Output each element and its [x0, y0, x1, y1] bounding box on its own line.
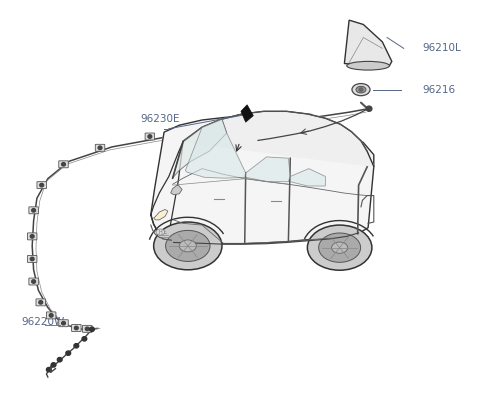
Polygon shape: [344, 20, 392, 66]
Circle shape: [66, 351, 71, 355]
Circle shape: [252, 122, 256, 125]
Text: 96220W: 96220W: [22, 317, 65, 327]
Circle shape: [30, 234, 34, 238]
Circle shape: [82, 337, 87, 341]
Circle shape: [359, 88, 363, 92]
Circle shape: [148, 135, 152, 138]
Circle shape: [74, 326, 78, 330]
Polygon shape: [173, 119, 227, 178]
Circle shape: [49, 313, 53, 317]
Circle shape: [40, 183, 44, 187]
FancyBboxPatch shape: [27, 233, 37, 240]
Text: H: H: [158, 230, 162, 234]
Ellipse shape: [352, 83, 370, 96]
FancyBboxPatch shape: [59, 320, 68, 327]
FancyBboxPatch shape: [301, 114, 311, 121]
FancyBboxPatch shape: [29, 207, 38, 214]
Ellipse shape: [347, 62, 389, 70]
FancyBboxPatch shape: [83, 325, 92, 333]
Circle shape: [39, 301, 43, 304]
Circle shape: [366, 106, 372, 111]
Polygon shape: [185, 119, 246, 178]
FancyBboxPatch shape: [96, 144, 105, 151]
Circle shape: [47, 367, 51, 372]
FancyBboxPatch shape: [72, 324, 81, 331]
Polygon shape: [290, 168, 325, 186]
Circle shape: [90, 327, 95, 331]
FancyBboxPatch shape: [29, 278, 38, 285]
FancyBboxPatch shape: [197, 126, 207, 134]
Polygon shape: [246, 157, 290, 182]
Circle shape: [61, 322, 65, 325]
Circle shape: [51, 363, 56, 367]
Circle shape: [57, 358, 62, 362]
Circle shape: [61, 162, 65, 166]
FancyBboxPatch shape: [59, 161, 68, 168]
Ellipse shape: [179, 240, 196, 252]
Polygon shape: [151, 115, 374, 244]
Circle shape: [85, 327, 89, 330]
Circle shape: [32, 280, 36, 283]
Circle shape: [200, 128, 204, 132]
Circle shape: [74, 343, 79, 348]
Ellipse shape: [307, 225, 372, 270]
Polygon shape: [171, 185, 182, 195]
Polygon shape: [241, 105, 253, 122]
Polygon shape: [151, 142, 183, 239]
FancyBboxPatch shape: [145, 133, 155, 140]
Ellipse shape: [356, 86, 366, 93]
Polygon shape: [183, 111, 374, 166]
FancyBboxPatch shape: [37, 182, 47, 189]
Circle shape: [304, 116, 308, 119]
FancyBboxPatch shape: [250, 120, 259, 127]
Circle shape: [98, 146, 102, 149]
FancyBboxPatch shape: [27, 256, 37, 262]
Text: 96230E: 96230E: [140, 114, 180, 124]
Text: 96210L: 96210L: [423, 43, 461, 53]
Ellipse shape: [332, 242, 348, 253]
Ellipse shape: [156, 229, 165, 235]
FancyBboxPatch shape: [36, 299, 46, 306]
Ellipse shape: [154, 222, 222, 270]
Circle shape: [30, 257, 34, 261]
Ellipse shape: [319, 233, 360, 262]
FancyBboxPatch shape: [47, 312, 56, 319]
Circle shape: [32, 209, 36, 212]
Ellipse shape: [166, 230, 210, 262]
Text: 96216: 96216: [423, 85, 456, 95]
Polygon shape: [154, 209, 168, 220]
